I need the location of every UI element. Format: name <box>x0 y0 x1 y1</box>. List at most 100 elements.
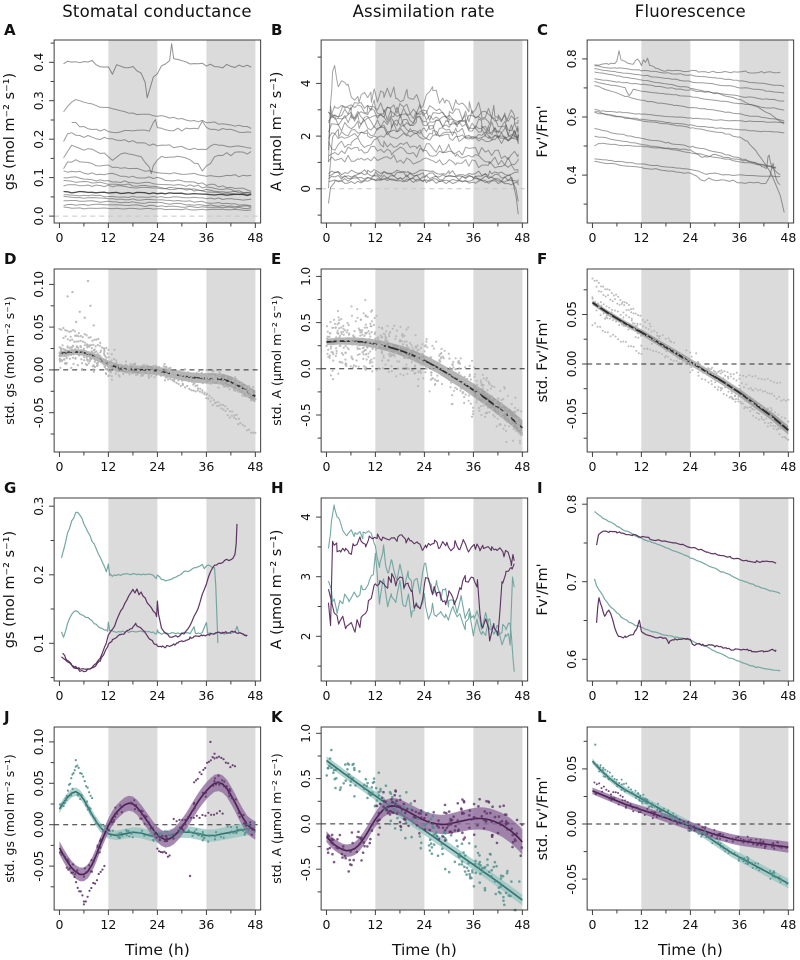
series-line <box>63 203 252 210</box>
series-line <box>63 99 252 129</box>
trend-ribbon <box>59 773 256 882</box>
trend-ribbon <box>59 349 256 403</box>
scatter-points <box>595 764 789 885</box>
svg-text:0.5: 0.5 <box>299 769 313 788</box>
panel-letter: B <box>271 22 282 39</box>
svg-text:0.5: 0.5 <box>299 313 313 332</box>
streak-points <box>74 759 94 800</box>
panel-letter: D <box>4 251 16 268</box>
svg-text:0.3: 0.3 <box>32 91 46 110</box>
panel-L: 0 12 24 36 48 -0.05 0.00 0.05 std. Fv'/Fm' L Time … <box>533 709 800 960</box>
panel-letter: F <box>537 251 547 268</box>
series-line <box>594 135 777 169</box>
svg-text:1.0: 1.0 <box>299 267 313 286</box>
streak-points <box>82 864 106 906</box>
svg-text:2: 2 <box>299 132 313 140</box>
night-band <box>739 498 789 681</box>
svg-text:0.6: 0.6 <box>565 650 579 669</box>
svg-text:12: 12 <box>367 917 383 932</box>
svg-text:24: 24 <box>416 917 432 932</box>
streak-points <box>62 765 77 808</box>
scatter-points <box>58 774 254 878</box>
svg-text:36: 36 <box>198 230 214 245</box>
streak-points <box>673 353 741 382</box>
series-line <box>327 137 519 160</box>
series-line <box>63 159 252 178</box>
svg-text:48: 48 <box>781 688 797 703</box>
series-line <box>61 523 238 673</box>
svg-text:48: 48 <box>514 459 530 474</box>
scatter-points <box>594 790 788 850</box>
svg-text:36: 36 <box>465 230 481 245</box>
series-line <box>594 50 781 74</box>
svg-text:0: 0 <box>322 459 330 474</box>
y-axis-label: std. Fv'/Fm' <box>535 777 551 861</box>
x-axis-label: Time (h) <box>391 941 457 959</box>
svg-text:0: 0 <box>322 230 330 245</box>
svg-text:0.0: 0.0 <box>32 207 46 226</box>
svg-text:0.00: 0.00 <box>32 357 46 384</box>
svg-text:24: 24 <box>416 688 432 703</box>
svg-text:3: 3 <box>299 573 313 581</box>
series-line <box>327 131 519 142</box>
svg-text:36: 36 <box>732 230 748 245</box>
panel-letter: H <box>271 480 284 497</box>
svg-text:12: 12 <box>634 459 650 474</box>
panel-A-plot: 0 12 24 36 48 0.0 0.1 0.2 0.3 0.4 gs (mol m⁻² s⁻¹)… <box>2 22 263 245</box>
y-axis-label: std. Fv'/Fm' <box>535 319 551 403</box>
svg-text:24: 24 <box>149 688 165 703</box>
panel-letter: K <box>271 709 284 726</box>
panel-J: 0 12 24 36 48 -0.05 0.00 0.05 0.10 std. gs (mol m… <box>0 709 267 960</box>
svg-text:24: 24 <box>683 917 699 932</box>
svg-text:0.0: 0.0 <box>299 359 313 378</box>
panel-G-plot: 0 12 24 36 48 0.1 0.2 0.3 gs (mol m⁻² s⁻¹) G <box>2 480 263 703</box>
streak-points <box>648 805 700 835</box>
svg-text:0.05: 0.05 <box>32 770 46 797</box>
svg-text:48: 48 <box>247 688 263 703</box>
svg-text:36: 36 <box>465 688 481 703</box>
svg-text:0.3: 0.3 <box>32 497 46 516</box>
streak-points <box>730 395 782 430</box>
svg-text:-0.05: -0.05 <box>32 851 46 882</box>
svg-text:12: 12 <box>367 459 383 474</box>
svg-text:0: 0 <box>299 185 313 193</box>
panel-L-plot: 0 12 24 36 48 -0.05 0.00 0.05 std. Fv'/Fm' L Time … <box>535 709 796 959</box>
svg-text:0.4: 0.4 <box>32 53 46 72</box>
panel-H-plot: 0 12 24 36 48 2 3 4 A (μmol m⁻² s⁻¹) H <box>269 480 530 703</box>
panel-F-plot: 0 12 24 36 48 -0.05 0.00 0.05 std. Fv'/Fm' F <box>535 251 796 474</box>
column-titles: Stomatal conductance Assimilation rate F… <box>0 0 800 22</box>
svg-text:0: 0 <box>589 917 597 932</box>
series-line <box>63 180 252 196</box>
svg-text:48: 48 <box>247 459 263 474</box>
svg-text:0.10: 0.10 <box>32 729 46 756</box>
svg-text:0: 0 <box>589 688 597 703</box>
night-band <box>206 498 256 681</box>
streak-points <box>591 322 643 355</box>
column-title-stomatal-conductance: Stomatal conductance <box>0 0 267 22</box>
series-line <box>327 126 519 189</box>
y-axis-label: Fv'/Fm' <box>535 563 551 615</box>
y-axis-label: std. A (μmol m⁻² s⁻¹) <box>269 295 284 426</box>
svg-text:-0.5: -0.5 <box>299 858 313 881</box>
svg-text:36: 36 <box>732 917 748 932</box>
extra-points <box>66 279 95 327</box>
svg-text:0: 0 <box>322 688 330 703</box>
svg-text:24: 24 <box>149 230 165 245</box>
panel-G: 0 12 24 36 48 0.1 0.2 0.3 gs (mol m⁻² s⁻¹) G <box>0 480 267 709</box>
panel-letter: A <box>4 22 16 39</box>
streak-points <box>192 756 216 784</box>
series-line <box>63 196 252 207</box>
streak-points <box>172 810 224 823</box>
svg-text:12: 12 <box>100 459 116 474</box>
series-line <box>596 530 777 564</box>
svg-text:24: 24 <box>416 230 432 245</box>
svg-text:0: 0 <box>589 459 597 474</box>
svg-text:48: 48 <box>781 230 797 245</box>
svg-text:12: 12 <box>634 917 650 932</box>
svg-text:1.0: 1.0 <box>299 724 313 743</box>
svg-text:48: 48 <box>514 917 530 932</box>
series-line <box>63 194 252 201</box>
panel-K: 0 12 24 36 48 -0.5 0.0 0.5 1.0 std. A (μmol m⁻² s… <box>267 709 534 960</box>
